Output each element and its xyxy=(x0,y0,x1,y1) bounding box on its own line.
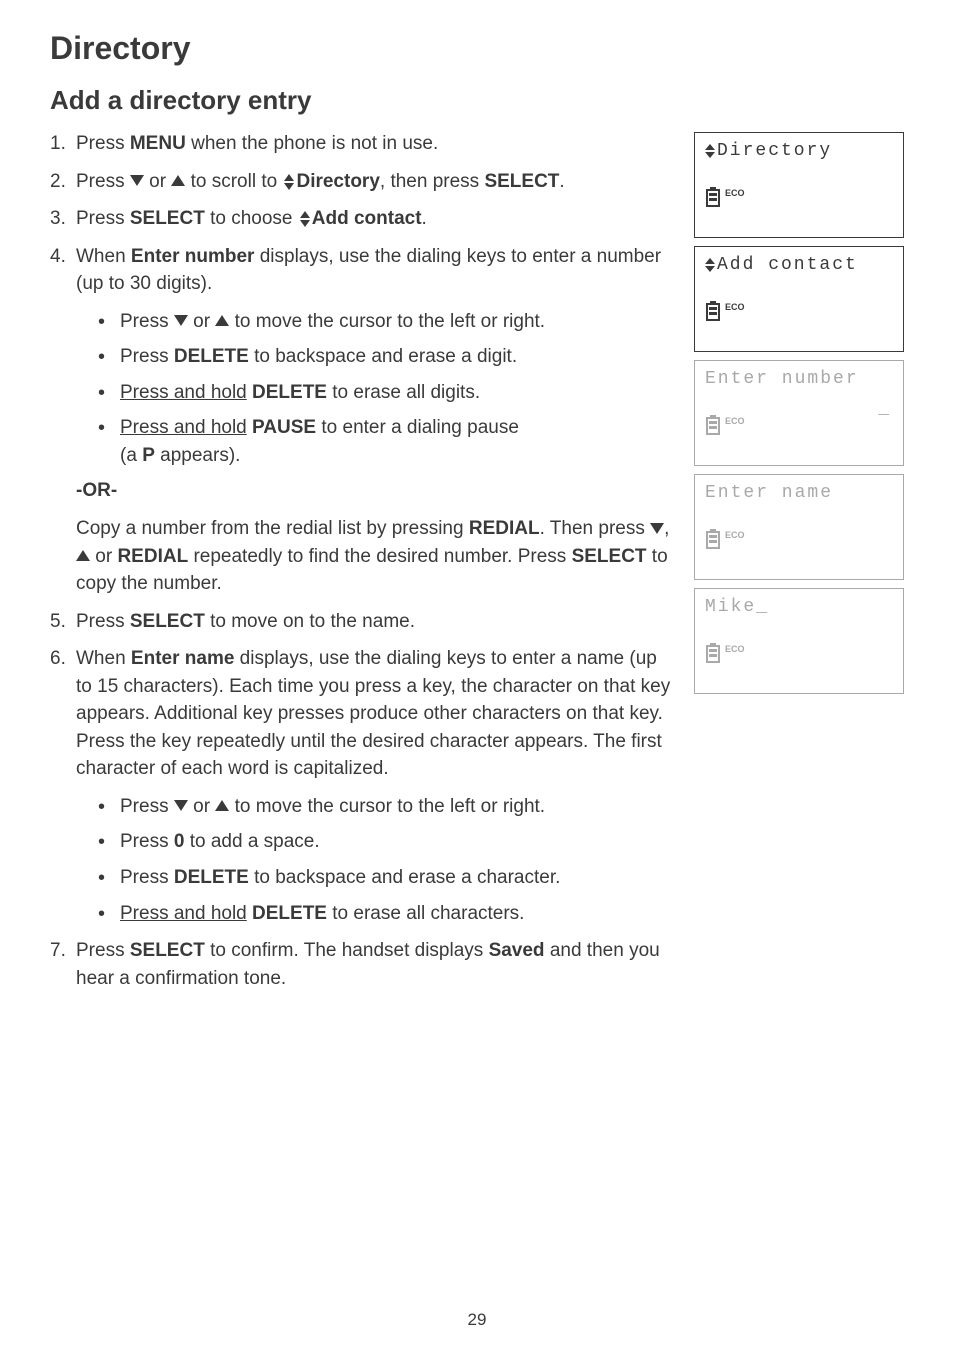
up-arrow-icon xyxy=(76,550,90,561)
or-label: -OR- xyxy=(76,477,674,505)
page-subtitle: Add a directory entry xyxy=(50,85,904,116)
battery-icon xyxy=(705,415,721,435)
bullet: Press DELETE to backspace and erase a di… xyxy=(98,343,674,371)
updown-arrow-icon xyxy=(283,174,295,190)
updown-arrow-icon xyxy=(705,258,715,272)
bullet: Press and hold DELETE to erase all chara… xyxy=(98,900,674,928)
eco-label: ECO xyxy=(725,644,745,654)
instructions-column: Press MENU when the phone is not in use.… xyxy=(50,130,674,1002)
down-arrow-icon xyxy=(174,315,188,326)
step-4-bullets: Press or to move the cursor to the left … xyxy=(98,308,674,470)
up-arrow-icon xyxy=(215,800,229,811)
lcd-screen-add-contact: Add contact ECO xyxy=(694,246,904,352)
down-arrow-icon xyxy=(650,523,664,534)
steps-list: Press MENU when the phone is not in use.… xyxy=(50,130,674,992)
cursor-icon: _ xyxy=(878,399,891,419)
lcd-text: Enter name xyxy=(705,483,833,503)
down-arrow-icon xyxy=(174,800,188,811)
bullet: Press and hold DELETE to erase all digit… xyxy=(98,379,674,407)
lcd-screen-directory: Directory ECO xyxy=(694,132,904,238)
step-2: Press or to scroll to Directory, then pr… xyxy=(50,168,674,196)
eco-label: ECO xyxy=(725,188,745,198)
lcd-text: Add contact xyxy=(717,255,858,275)
eco-label: ECO xyxy=(725,530,745,540)
step-1: Press MENU when the phone is not in use. xyxy=(50,130,674,158)
step-6: When Enter name displays, use the dialin… xyxy=(50,645,674,927)
up-arrow-icon xyxy=(215,315,229,326)
copy-instruction: Copy a number from the redial list by pr… xyxy=(76,515,674,598)
lcd-screen-enter-name: Enter name ECO xyxy=(694,474,904,580)
lcd-text: Directory xyxy=(717,141,832,161)
step-6-bullets: Press or to move the cursor to the left … xyxy=(98,793,674,927)
lcd-text: Enter number xyxy=(705,369,859,389)
up-arrow-icon xyxy=(171,175,185,186)
bullet: Press DELETE to backspace and erase a ch… xyxy=(98,864,674,892)
battery-icon xyxy=(705,529,721,549)
step-3: Press SELECT to choose Add contact. xyxy=(50,205,674,233)
bullet: Press or to move the cursor to the left … xyxy=(98,793,674,821)
down-arrow-icon xyxy=(130,175,144,186)
bullet: Press 0 to add a space. xyxy=(98,828,674,856)
battery-icon xyxy=(705,301,721,321)
page-number: 29 xyxy=(0,1310,954,1330)
bullet: Press or to move the cursor to the left … xyxy=(98,308,674,336)
step-4: When Enter number displays, use the dial… xyxy=(50,243,674,598)
updown-arrow-icon xyxy=(705,144,715,158)
lcd-screen-enter-number: Enter number _ ECO xyxy=(694,360,904,466)
eco-label: ECO xyxy=(725,416,745,426)
page-title: Directory xyxy=(50,30,904,67)
lcd-text: Mike_ xyxy=(705,597,769,617)
battery-icon xyxy=(705,187,721,207)
bullet: Press and hold PAUSE to enter a dialing … xyxy=(98,414,674,469)
eco-label: ECO xyxy=(725,302,745,312)
step-7: Press SELECT to confirm. The handset dis… xyxy=(50,937,674,992)
step-5: Press SELECT to move on to the name. xyxy=(50,608,674,636)
lcd-screen-mike: Mike_ ECO xyxy=(694,588,904,694)
battery-icon xyxy=(705,643,721,663)
updown-arrow-icon xyxy=(299,211,311,227)
lcd-column: Directory ECO Add contact ECO Enter numb… xyxy=(694,130,904,1002)
